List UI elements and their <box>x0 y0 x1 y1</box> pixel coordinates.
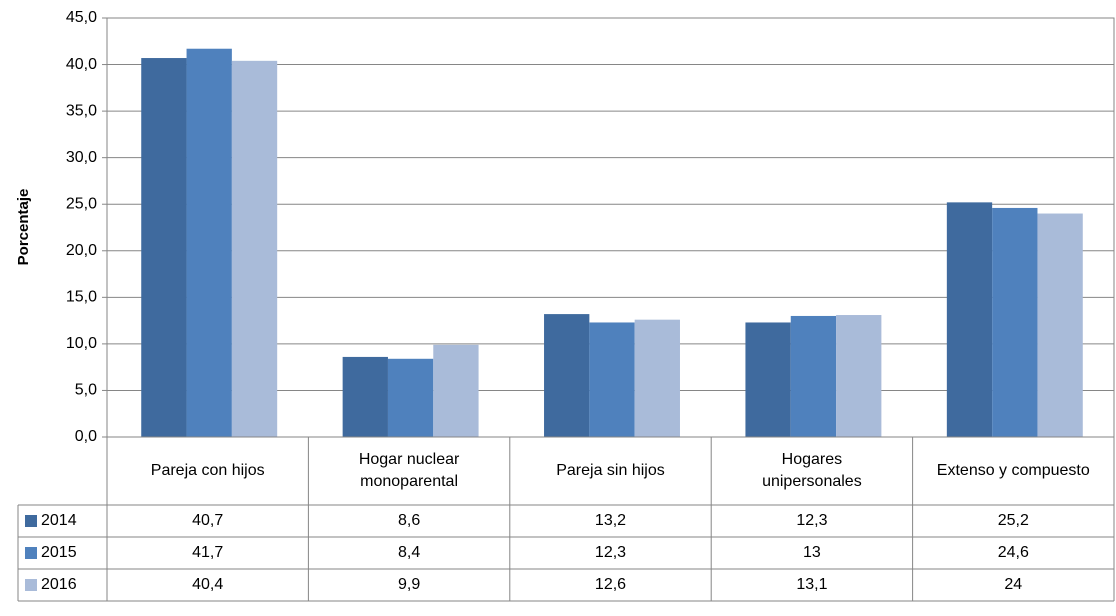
data-label: 8,4 <box>398 544 420 561</box>
legend-label: 2015 <box>41 544 77 561</box>
bar <box>1037 213 1083 437</box>
y-tick-label: 0,0 <box>75 428 97 445</box>
y-tick-label: 35,0 <box>66 102 97 119</box>
bar <box>790 315 837 437</box>
data-label: 25,2 <box>998 512 1029 529</box>
y-tick-label: 5,0 <box>75 382 97 399</box>
bar <box>186 48 232 438</box>
plot-border <box>106 17 1115 438</box>
bar <box>433 344 479 437</box>
x-tick-label: Hogares unipersonales <box>762 451 862 490</box>
bar <box>544 314 590 437</box>
x-tick-label: Pareja sin hijos <box>556 462 665 479</box>
x-tick-label: Hogar nuclear monoparental <box>358 451 460 490</box>
data-label: 41,7 <box>192 544 223 561</box>
legend-swatch <box>25 515 37 527</box>
data-label: 40,7 <box>192 512 223 529</box>
bar <box>946 202 993 437</box>
data-label: 12,6 <box>595 576 626 593</box>
data-label: 13 <box>803 544 821 561</box>
legend-label: 2014 <box>41 512 77 529</box>
bar <box>589 322 635 437</box>
category-cell: Pareja sin hijos <box>556 462 665 479</box>
data-label: 40,4 <box>192 576 223 593</box>
y-tick-label: 10,0 <box>66 335 97 352</box>
bar <box>836 315 882 437</box>
data-label: 13,1 <box>796 576 827 593</box>
data-label: 8,6 <box>398 512 420 529</box>
bar <box>231 60 278 437</box>
y-tick-label: 45,0 <box>66 9 97 26</box>
data-label: 24,6 <box>998 544 1029 561</box>
y-tick-label: 25,0 <box>66 195 97 212</box>
bar <box>342 356 388 437</box>
bar <box>745 322 791 437</box>
data-label: 12,3 <box>796 512 827 529</box>
legend-swatch <box>25 579 37 591</box>
x-tick-label: Extenso y compuesto <box>936 462 1090 479</box>
bar <box>992 207 1038 437</box>
y-tick-label: 15,0 <box>66 289 97 306</box>
y-tick-label: 30,0 <box>66 149 97 166</box>
data-label: 24 <box>1004 576 1022 593</box>
x-tick-label: Pareja con hijos <box>150 462 265 479</box>
data-label: 9,9 <box>398 576 420 593</box>
category-cell: Hogar nuclear monoparental <box>358 451 460 490</box>
category-cell: Extenso y compuesto <box>936 462 1090 479</box>
data-label: 12,3 <box>595 544 626 561</box>
bar <box>141 58 187 437</box>
y-tick-label: 40,0 <box>66 56 97 73</box>
bar <box>387 358 434 437</box>
category-cell: Pareja con hijos <box>150 462 265 479</box>
legend-swatch <box>25 547 37 559</box>
y-tick-label: 20,0 <box>66 242 97 259</box>
legend-label: 2016 <box>41 576 77 593</box>
bar <box>634 319 680 437</box>
y-axis-label: Porcentaje <box>15 189 32 266</box>
data-label: 13,2 <box>595 512 626 529</box>
category-cell: Hogares unipersonales <box>762 451 862 490</box>
